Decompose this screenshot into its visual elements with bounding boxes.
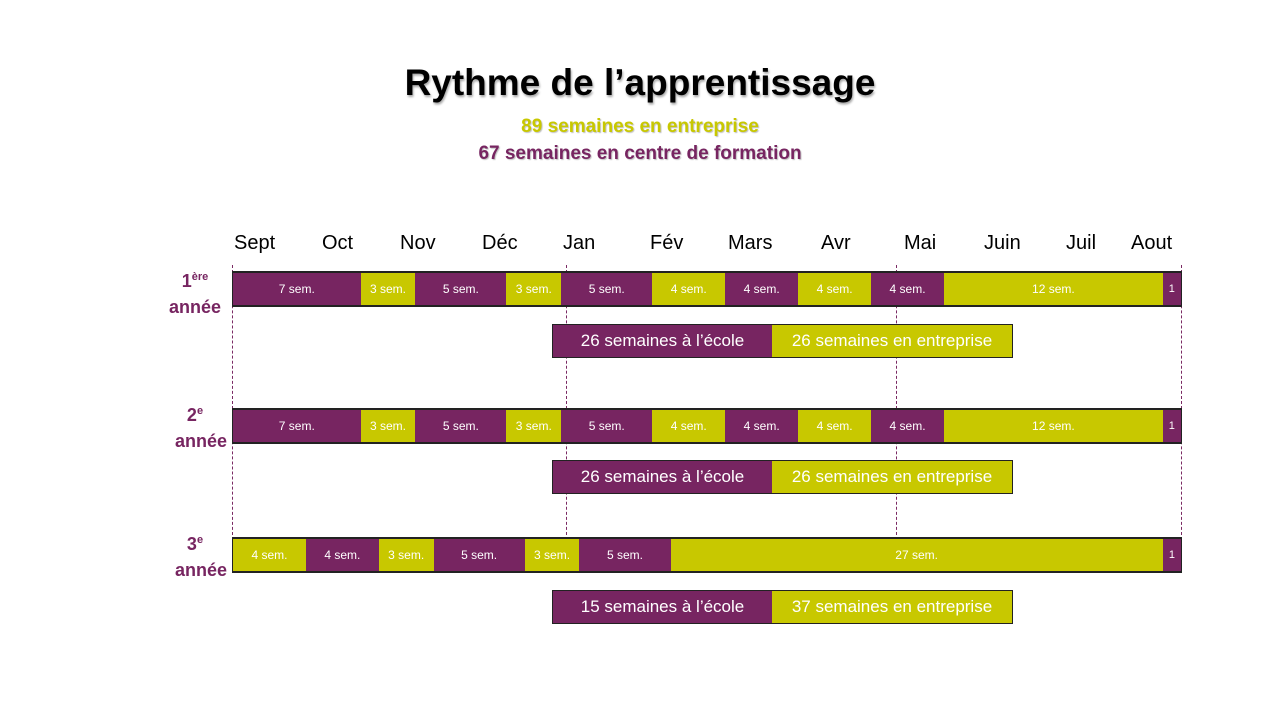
timeline-segment-school: 1 (1162, 273, 1181, 305)
timeline-segment-company: 4 sem. (233, 539, 306, 571)
month-label: Nov (400, 232, 436, 254)
timeline-segment-company: 4 sem. (798, 410, 872, 442)
year-label-1: 1ère année (160, 264, 230, 320)
timeline-segment-company: 3 sem. (506, 410, 562, 442)
year-number: 3 (186, 534, 197, 554)
september-guide-line (232, 265, 233, 540)
timeline-segment-school: 5 sem. (433, 539, 525, 571)
month-label: Mai (904, 232, 937, 254)
month-label: Fév (650, 232, 684, 254)
month-label: Déc (482, 232, 518, 254)
year-3-summary: 15 semaines à l’école 37 semaines en ent… (552, 590, 1013, 624)
timeline-segment-company: 3 sem. (360, 273, 416, 305)
timeline-segment-company: 27 sem. (670, 539, 1163, 571)
timeline-segment-school: 5 sem. (561, 410, 653, 442)
timeline-segment-company: 3 sem. (360, 410, 416, 442)
month-label: Jan (563, 232, 596, 254)
subtitle-school-weeks: 67 semaines en centre de formation (478, 143, 802, 164)
month-label: Sept (234, 232, 276, 254)
timeline-segment-company: 12 sem. (943, 410, 1163, 442)
year-1-timeline: 7 sem. 3 sem. 5 sem. 3 sem. 5 sem. 4 sem. 4 se… (232, 271, 1182, 307)
timeline-segment-school: 4 sem. (305, 539, 379, 571)
may-guide-line (896, 265, 897, 540)
summary-school-weeks: 26 semaines à l’école (553, 461, 772, 493)
timeline-segment-school: 5 sem. (415, 410, 507, 442)
page-title: Rythme de l’apprentissage (404, 62, 876, 103)
month-label: Oct (322, 232, 354, 254)
timeline-segment-school: 1 (1162, 410, 1181, 442)
year-word: année (174, 431, 228, 451)
year-word: année (168, 297, 222, 317)
year-word: année (174, 560, 228, 580)
timeline-segment-school: 7 sem. (233, 410, 361, 442)
august-guide-line (1181, 265, 1182, 540)
timeline-segment-company: 4 sem. (652, 273, 726, 305)
year-ordinal: e (196, 534, 204, 546)
timeline-segment-company: 3 sem. (506, 273, 562, 305)
timeline-segment-school: 4 sem. (871, 410, 944, 442)
timeline-segment-school: 5 sem. (561, 273, 653, 305)
year-ordinal: ère (191, 271, 209, 283)
summary-school-weeks: 26 semaines à l’école (553, 325, 772, 357)
summary-company-weeks: 26 semaines en entreprise (772, 325, 1012, 357)
month-label: Aout (1131, 232, 1173, 254)
subtitle-company-weeks: 89 semaines en entreprise (521, 116, 759, 137)
summary-company-weeks: 26 semaines en entreprise (772, 461, 1012, 493)
year-number: 2 (186, 405, 197, 425)
year-number: 1 (181, 271, 192, 291)
summary-school-weeks: 15 semaines à l’école (553, 591, 772, 623)
timeline-segment-school: 5 sem. (579, 539, 671, 571)
year-2-timeline: 7 sem. 3 sem. 5 sem. 3 sem. 5 sem. 4 sem. 4 se… (232, 408, 1182, 444)
summary-company-weeks: 37 semaines en entreprise (772, 591, 1012, 623)
month-label: Juin (984, 232, 1021, 254)
month-label: Avr (821, 232, 851, 254)
year-1-summary: 26 semaines à l’école 26 semaines en ent… (552, 324, 1013, 358)
timeline-segment-school: 4 sem. (871, 273, 944, 305)
timeline-segment-school: 4 sem. (725, 410, 799, 442)
year-3-timeline: 4 sem. 4 sem. 3 sem. 5 sem. 3 sem. 5 sem. 27 s… (232, 537, 1182, 573)
timeline-segment-school: 7 sem. (233, 273, 361, 305)
year-label-2: 2e année (160, 398, 230, 454)
timeline-segment-company: 4 sem. (652, 410, 726, 442)
january-guide-line (566, 265, 567, 540)
month-label: Mars (728, 232, 773, 254)
timeline-segment-company: 3 sem. (524, 539, 580, 571)
year-ordinal: e (196, 405, 204, 417)
timeline-segment-school: 4 sem. (725, 273, 799, 305)
timeline-segment-school: 5 sem. (415, 273, 507, 305)
timeline-segment-company: 4 sem. (798, 273, 872, 305)
month-label: Juil (1066, 232, 1097, 254)
timeline-segment-school: 1 (1162, 539, 1181, 571)
year-label-3: 3e année (160, 527, 230, 583)
year-2-summary: 26 semaines à l’école 26 semaines en ent… (552, 460, 1013, 494)
timeline-segment-company: 12 sem. (943, 273, 1163, 305)
timeline-segment-company: 3 sem. (378, 539, 434, 571)
